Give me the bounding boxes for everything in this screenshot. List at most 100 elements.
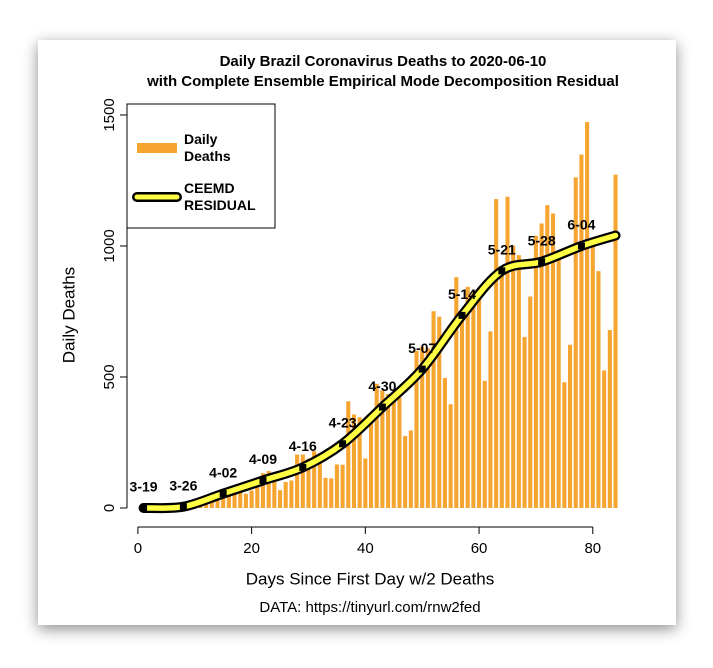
bar xyxy=(573,177,578,508)
bar xyxy=(533,235,538,508)
bar xyxy=(505,196,510,508)
bar xyxy=(596,271,601,508)
bar xyxy=(249,490,254,508)
x-tick-label: 20 xyxy=(243,540,260,557)
point-label: 5-21 xyxy=(488,242,516,258)
bar xyxy=(368,419,374,508)
bar xyxy=(567,344,573,508)
point-marker xyxy=(259,476,267,484)
point-marker xyxy=(299,463,307,471)
point-label: 3-26 xyxy=(169,477,197,493)
bar xyxy=(255,478,260,508)
bar xyxy=(465,286,470,508)
point-marker xyxy=(339,440,347,448)
bar xyxy=(317,454,322,508)
bar xyxy=(215,496,220,508)
point-marker xyxy=(179,503,187,511)
bar xyxy=(516,255,521,508)
y-axis-label: Daily Deaths xyxy=(59,267,78,363)
bar xyxy=(346,401,351,508)
bar xyxy=(306,458,311,508)
bar xyxy=(277,490,283,508)
point-label: 4-30 xyxy=(368,378,396,394)
bar xyxy=(545,205,550,508)
bar xyxy=(226,492,231,508)
bar xyxy=(482,380,487,508)
bar xyxy=(511,245,516,508)
bar xyxy=(232,492,237,508)
bar xyxy=(550,213,556,508)
bar xyxy=(374,383,379,508)
bar xyxy=(420,346,425,508)
bar xyxy=(363,458,368,508)
point-marker xyxy=(458,311,466,319)
bar xyxy=(425,348,430,508)
bar xyxy=(289,480,294,508)
point-label: 5-07 xyxy=(408,340,436,356)
legend-label: Daily Deaths xyxy=(184,131,231,164)
point-label: 4-23 xyxy=(329,414,357,430)
bar xyxy=(539,223,544,508)
bar xyxy=(266,471,271,508)
bar xyxy=(414,350,419,508)
point-label: 5-28 xyxy=(528,232,556,248)
bar xyxy=(403,435,408,508)
point-label: 3-19 xyxy=(130,479,158,495)
x-tick-label: 60 xyxy=(471,540,488,557)
bar xyxy=(454,277,459,508)
caption: DATA: https://tinyurl.com/rnw2fed xyxy=(259,599,480,616)
bar xyxy=(397,397,402,508)
point-marker xyxy=(140,504,148,512)
bar xyxy=(300,454,305,508)
bar xyxy=(528,296,533,508)
bar xyxy=(351,414,357,508)
x-tick-label: 0 xyxy=(134,540,142,557)
point-marker xyxy=(378,403,386,411)
point-label: 4-09 xyxy=(249,451,277,467)
bar xyxy=(221,497,226,508)
point-marker xyxy=(219,490,227,498)
bar xyxy=(562,382,567,508)
bar xyxy=(477,294,482,508)
bar xyxy=(329,478,334,508)
bar xyxy=(522,336,527,508)
x-tick-label: 40 xyxy=(357,540,374,557)
point-marker xyxy=(577,242,585,250)
bar xyxy=(391,395,396,508)
y-tick-label: 0 xyxy=(101,504,118,512)
bar xyxy=(312,451,317,508)
bar xyxy=(579,154,584,508)
chart-subtitle: with Complete Ensemble Empirical Mode De… xyxy=(146,73,619,90)
point-marker xyxy=(418,365,426,373)
bar xyxy=(590,244,595,508)
bar xyxy=(260,473,266,508)
bar xyxy=(431,311,436,508)
bar xyxy=(295,454,300,508)
x-tick-label: 80 xyxy=(584,540,601,557)
bar xyxy=(442,378,447,508)
bar xyxy=(334,464,339,508)
bar xyxy=(283,482,288,508)
bar xyxy=(340,464,345,508)
chart-title: Daily Brazil Coronavirus Deaths to 2020-… xyxy=(220,53,547,70)
bar xyxy=(488,331,493,508)
bar xyxy=(494,199,499,508)
bar xyxy=(613,174,618,508)
bar xyxy=(585,122,590,508)
point-label: 4-16 xyxy=(289,438,317,454)
bar xyxy=(272,477,277,508)
bar xyxy=(602,370,607,508)
point-label: 4-02 xyxy=(209,464,237,480)
y-tick-label: 1500 xyxy=(101,98,118,131)
bar xyxy=(459,311,465,508)
y-tick-label: 500 xyxy=(101,364,118,389)
bar xyxy=(607,330,612,508)
bar xyxy=(408,430,413,508)
bar xyxy=(556,257,561,508)
point-marker xyxy=(498,267,506,275)
legend-box xyxy=(126,103,276,229)
bar xyxy=(323,477,328,508)
legend-label: CEEMD RESIDUAL xyxy=(184,180,256,213)
